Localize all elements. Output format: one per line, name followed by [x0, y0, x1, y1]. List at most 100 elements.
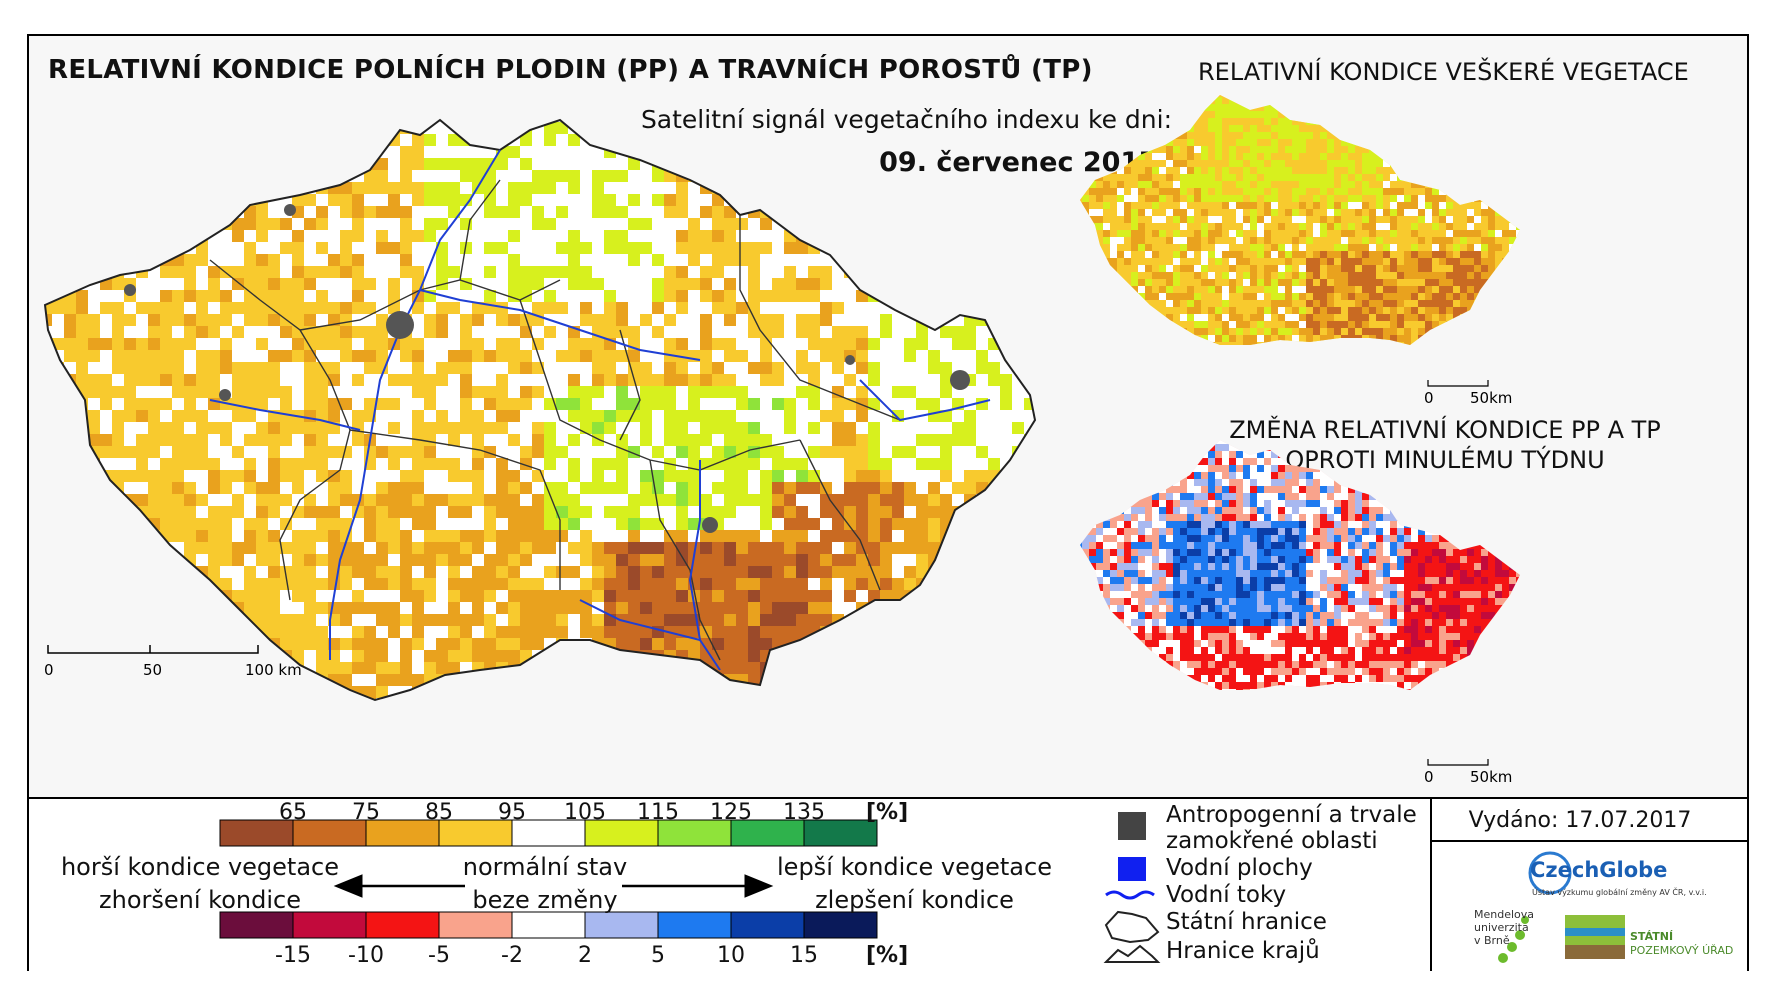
- raster-cell: [640, 434, 652, 446]
- raster-cell: [364, 290, 376, 302]
- raster-cell: [1012, 254, 1024, 266]
- raster-cell: [376, 446, 388, 458]
- raster-cell: [904, 266, 916, 278]
- raster-cell: [628, 278, 640, 290]
- raster-cell: [45, 698, 52, 700]
- raster-cell: [280, 374, 292, 386]
- raster-cell: [976, 350, 988, 362]
- raster-cell: [568, 410, 580, 422]
- raster-cell: [112, 182, 124, 194]
- raster-cell: [640, 578, 652, 590]
- raster-cell: [856, 206, 868, 218]
- raster-cell: [1383, 104, 1390, 111]
- raster-cell: [1404, 104, 1411, 111]
- raster-cell: [232, 122, 244, 134]
- raster-cell: [1024, 266, 1035, 278]
- raster-cell: [1264, 118, 1271, 125]
- raster-cell: [436, 662, 448, 674]
- raster-cell: [784, 398, 796, 410]
- raster-cell: [436, 326, 448, 338]
- raster-cell: [340, 362, 352, 374]
- raster-cell: [652, 120, 664, 122]
- raster-cell: [196, 494, 208, 506]
- raster-cell: [256, 120, 268, 122]
- raster-cell: [832, 698, 844, 700]
- raster-cell: [1299, 125, 1306, 132]
- raster-cell: [448, 230, 460, 242]
- raster-cell: [976, 120, 988, 122]
- raster-cell: [1446, 125, 1453, 132]
- raster-cell: [688, 218, 700, 230]
- raster-cell: [1243, 153, 1250, 160]
- raster-cell: [112, 662, 124, 674]
- raster-cell: [1390, 160, 1397, 167]
- raster-cell: [856, 458, 868, 470]
- raster-cell: [208, 338, 220, 350]
- raster-cell: [1530, 125, 1537, 132]
- raster-cell: [700, 434, 712, 446]
- raster-cell: [280, 554, 292, 566]
- raster-cell: [220, 230, 232, 242]
- raster-cell: [400, 434, 412, 446]
- raster-cell: [628, 698, 640, 700]
- raster-cell: [1159, 139, 1166, 146]
- raster-cell: [832, 602, 844, 614]
- raster-cell: [604, 458, 616, 470]
- raster-cell: [616, 398, 628, 410]
- raster-cell: [172, 146, 184, 158]
- raster-cell: [1208, 153, 1215, 160]
- raster-cell: [232, 674, 244, 686]
- raster-cell: [280, 602, 292, 614]
- raster-cell: [100, 314, 112, 326]
- raster-cell: [172, 290, 184, 302]
- raster-cell: [88, 326, 100, 338]
- raster-cell: [796, 218, 808, 230]
- raster-cell: [748, 626, 760, 638]
- raster-cell: [88, 290, 100, 302]
- raster-cell: [760, 590, 772, 602]
- raster-cell: [1390, 111, 1397, 118]
- raster-cell: [1292, 125, 1299, 132]
- raster-cell: [868, 638, 880, 650]
- raster-cell: [220, 686, 232, 698]
- raster-cell: [868, 398, 880, 410]
- urban-area: [219, 389, 231, 401]
- raster-cell: [364, 506, 376, 518]
- raster-cell: [628, 638, 640, 650]
- raster-cell: [568, 230, 580, 242]
- raster-cell: [304, 278, 316, 290]
- raster-cell: [436, 182, 448, 194]
- raster-cell: [304, 614, 316, 626]
- raster-cell: [712, 614, 724, 626]
- raster-cell: [100, 566, 112, 578]
- raster-cell: [1348, 95, 1355, 97]
- raster-cell: [1306, 132, 1313, 139]
- raster-cell: [724, 230, 736, 242]
- raster-cell: [160, 554, 172, 566]
- raster-cell: [652, 254, 664, 266]
- raster-cell: [124, 410, 136, 422]
- raster-cell: [724, 614, 736, 626]
- raster-cell: [724, 434, 736, 446]
- raster-cell: [784, 314, 796, 326]
- raster-cell: [532, 446, 544, 458]
- raster-cell: [1523, 160, 1530, 167]
- raster-cell: [520, 638, 532, 650]
- raster-cell: [592, 674, 604, 686]
- raster-cell: [88, 242, 100, 254]
- raster-cell: [1000, 686, 1012, 698]
- raster-cell: [316, 254, 328, 266]
- raster-cell: [328, 686, 340, 698]
- raster-cell: [340, 158, 352, 170]
- raster-cell: [316, 326, 328, 338]
- raster-cell: [952, 254, 964, 266]
- raster-cell: [280, 242, 292, 254]
- raster-cell: [160, 422, 172, 434]
- raster-cell: [784, 662, 796, 674]
- raster-cell: [880, 194, 892, 206]
- raster-cell: [1180, 139, 1187, 146]
- raster-cell: [808, 182, 820, 194]
- raster-cell: [136, 410, 148, 422]
- raster-cell: [1495, 139, 1502, 146]
- raster-cell: [52, 554, 64, 566]
